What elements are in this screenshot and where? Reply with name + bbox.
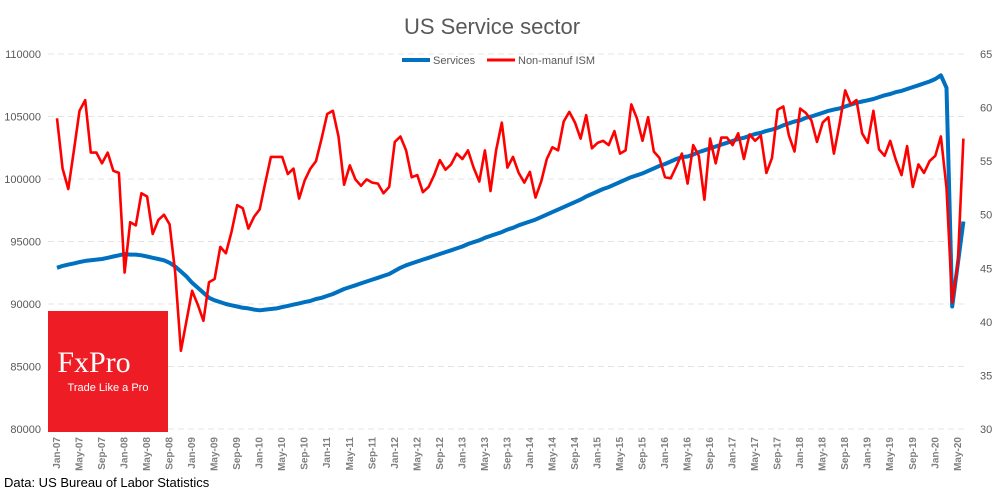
legend-label-ism: Non-manuf ISM — [518, 55, 595, 67]
y-axis-left: 80000 85000 90000 95000 100000 105000 110000 — [4, 49, 41, 436]
x-tick-label: Jan-09 — [187, 437, 198, 469]
y-left-tick-label: 110000 — [5, 49, 41, 61]
x-tick-label: Jan-15 — [592, 437, 603, 469]
source-note: Data: US Bureau of Labor Statistics — [4, 475, 210, 490]
y-right-tick-label: 45 — [980, 263, 992, 275]
x-tick-label: May-16 — [683, 437, 694, 471]
fxpro-logo: FxPro Trade Like a Pro — [48, 311, 168, 432]
x-tick-label: Jan-16 — [660, 437, 671, 469]
x-tick-label: Jan-12 — [390, 437, 401, 469]
plot-lines — [55, 73, 966, 353]
x-tick-label: Jan-11 — [322, 437, 333, 469]
x-tick-label: May-14 — [547, 437, 558, 471]
y-right-tick-label: 65 — [980, 49, 992, 61]
y-right-tick-label: 40 — [980, 317, 992, 329]
chart-title: US Service sector — [404, 14, 580, 39]
x-tick-label: Sep-08 — [165, 437, 176, 470]
logo-brand: FxPro — [57, 346, 130, 379]
x-axis: Jan-07 May-07 Sep-07 Jan-08 May-08 Sep-08 Jan-… — [52, 437, 964, 471]
gridlines — [48, 53, 968, 430]
x-tick-label: Sep-18 — [840, 437, 851, 470]
x-tick-label: Jan-19 — [863, 437, 874, 469]
x-tick-label: Sep-09 — [232, 437, 243, 470]
x-tick-label: Sep-14 — [570, 437, 581, 470]
y-right-tick-label: 35 — [980, 370, 992, 382]
legend: Services Non-manuf ISM — [402, 55, 595, 67]
x-tick-label: Jan-10 — [255, 437, 266, 469]
x-tick-label: Sep-17 — [773, 437, 784, 470]
x-tick-label: Sep-16 — [705, 437, 716, 470]
y-left-tick-label: 105000 — [4, 112, 41, 124]
y-left-tick-label: 85000 — [10, 362, 41, 374]
y-right-tick-label: 50 — [980, 210, 992, 222]
x-tick-label: Jan-18 — [795, 437, 806, 469]
x-tick-label: Sep-12 — [435, 437, 446, 470]
x-tick-label: Jan-17 — [728, 437, 739, 469]
x-tick-label: Sep-11 — [367, 437, 378, 470]
x-tick-label: Sep-10 — [300, 437, 311, 470]
x-tick-label: May-15 — [615, 437, 626, 471]
y-left-tick-label: 90000 — [10, 299, 41, 311]
x-tick-label: May-18 — [818, 437, 829, 471]
x-tick-label: Jan-20 — [930, 437, 941, 469]
x-tick-label: May-07 — [75, 437, 86, 471]
x-tick-label: May-19 — [885, 437, 896, 471]
y-right-tick-label: 30 — [980, 424, 992, 436]
x-tick-label: May-13 — [480, 437, 491, 471]
x-tick-label: Jan-08 — [120, 437, 131, 469]
series-line-non-manuf-ism — [55, 89, 965, 353]
x-tick-label: May-09 — [210, 437, 221, 471]
x-tick-label: May-08 — [142, 437, 153, 471]
x-tick-label: Sep-07 — [97, 437, 108, 470]
y-right-tick-label: 55 — [980, 156, 992, 168]
x-tick-label: May-10 — [277, 437, 288, 471]
x-tick-label: Sep-13 — [502, 437, 513, 470]
x-tick-label: Sep-15 — [638, 437, 649, 470]
logo-tagline: Trade Like a Pro — [68, 382, 149, 394]
logo-background — [48, 311, 168, 432]
legend-label-services: Services — [433, 55, 476, 67]
x-tick-label: May-20 — [953, 437, 964, 471]
x-tick-label: Sep-19 — [908, 437, 919, 470]
x-tick-label: Jan-13 — [457, 437, 468, 469]
y-right-tick-label: 60 — [980, 103, 992, 115]
x-tick-label: Jan-14 — [525, 437, 536, 469]
x-tick-label: May-11 — [345, 437, 356, 471]
series-line-services — [56, 73, 966, 313]
x-tick-label: Jan-07 — [52, 437, 63, 469]
y-left-tick-label: 100000 — [4, 174, 41, 186]
y-axis-right: 30 35 40 45 50 55 60 65 — [980, 49, 992, 436]
y-left-tick-label: 95000 — [10, 237, 41, 249]
x-tick-label: May-17 — [750, 437, 761, 471]
y-left-tick-label: 80000 — [10, 424, 41, 436]
x-tick-label: May-12 — [412, 437, 423, 471]
